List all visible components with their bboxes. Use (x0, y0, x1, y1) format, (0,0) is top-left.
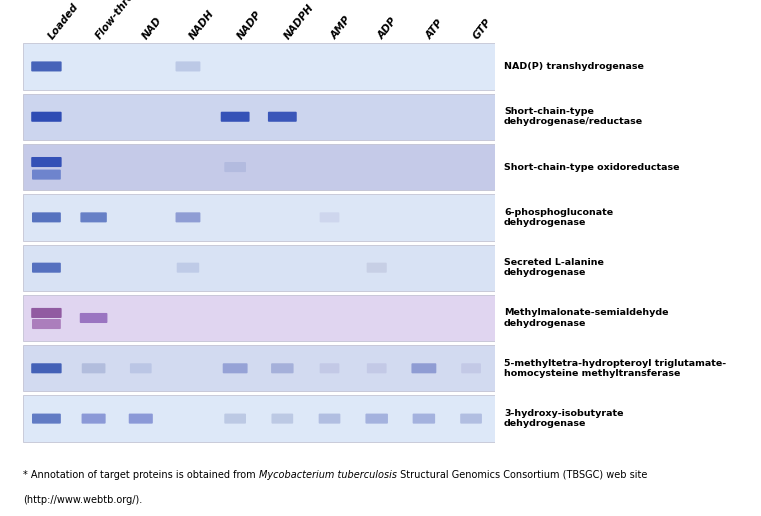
Text: Methylmalonate-semialdehyde
dehydrogenase: Methylmalonate-semialdehyde dehydrogenas… (504, 308, 668, 328)
FancyBboxPatch shape (320, 212, 339, 222)
FancyBboxPatch shape (223, 363, 247, 374)
FancyBboxPatch shape (320, 363, 339, 374)
FancyBboxPatch shape (177, 263, 199, 272)
FancyBboxPatch shape (460, 414, 482, 424)
Text: Structural Genomics Consortium (TBSGC) web site: Structural Genomics Consortium (TBSGC) w… (396, 470, 647, 479)
FancyBboxPatch shape (81, 363, 106, 374)
Text: Short-chain-type
dehydrogenase/reductase: Short-chain-type dehydrogenase/reductase (504, 107, 643, 126)
Text: ATP: ATP (424, 18, 445, 41)
Bar (23, 295, 495, 341)
Bar (23, 345, 495, 392)
Text: GTP: GTP (471, 17, 493, 41)
FancyBboxPatch shape (176, 61, 200, 71)
FancyBboxPatch shape (319, 414, 340, 424)
Bar (23, 93, 495, 140)
Text: 3-hydroxy-isobutyrate
dehydrogenase: 3-hydroxy-isobutyrate dehydrogenase (504, 409, 623, 428)
FancyBboxPatch shape (412, 414, 435, 424)
FancyBboxPatch shape (80, 313, 107, 323)
Text: NADPH: NADPH (282, 3, 316, 41)
Text: * Annotation of target proteins is obtained from: * Annotation of target proteins is obtai… (23, 470, 259, 479)
FancyBboxPatch shape (221, 111, 250, 122)
FancyBboxPatch shape (129, 414, 153, 424)
FancyBboxPatch shape (224, 414, 246, 424)
Text: NAD(P) transhydrogenase: NAD(P) transhydrogenase (504, 62, 644, 71)
FancyBboxPatch shape (271, 363, 294, 374)
Text: Short-chain-type oxidoreductase: Short-chain-type oxidoreductase (504, 163, 680, 171)
FancyBboxPatch shape (32, 319, 61, 329)
Text: Secreted L-alanine
dehydrogenase: Secreted L-alanine dehydrogenase (504, 258, 603, 278)
Text: NADP: NADP (235, 9, 263, 41)
Text: AMP: AMP (330, 14, 353, 41)
FancyBboxPatch shape (81, 414, 106, 424)
Text: Loaded: Loaded (46, 2, 81, 41)
FancyBboxPatch shape (461, 363, 481, 374)
Text: Flow-through: Flow-through (94, 0, 150, 41)
FancyBboxPatch shape (32, 170, 61, 180)
FancyBboxPatch shape (81, 212, 107, 222)
FancyBboxPatch shape (32, 263, 61, 272)
Text: 6-phosphogluconate
dehydrogenase: 6-phosphogluconate dehydrogenase (504, 207, 613, 227)
FancyBboxPatch shape (176, 212, 200, 222)
FancyBboxPatch shape (367, 363, 387, 374)
FancyBboxPatch shape (367, 263, 387, 272)
FancyBboxPatch shape (365, 414, 388, 424)
Bar (23, 144, 495, 190)
FancyBboxPatch shape (268, 111, 297, 122)
FancyBboxPatch shape (130, 363, 151, 374)
Text: ADP: ADP (377, 16, 400, 41)
Bar (23, 395, 495, 442)
Bar (23, 194, 495, 240)
FancyBboxPatch shape (32, 212, 61, 222)
Text: Mycobacterium tuberculosis: Mycobacterium tuberculosis (259, 470, 396, 479)
Text: 5-methyltetra-hydropteroyl triglutamate-
homocysteine methyltransferase: 5-methyltetra-hydropteroyl triglutamate-… (504, 359, 726, 378)
Text: NAD: NAD (141, 15, 164, 41)
Text: (http://www.webtb.org/).: (http://www.webtb.org/). (23, 495, 142, 505)
Text: NADH: NADH (188, 8, 217, 41)
Bar (23, 43, 495, 90)
FancyBboxPatch shape (32, 414, 61, 424)
FancyBboxPatch shape (31, 111, 62, 122)
FancyBboxPatch shape (412, 363, 436, 374)
FancyBboxPatch shape (31, 308, 62, 318)
FancyBboxPatch shape (31, 363, 62, 374)
Bar (23, 245, 495, 291)
FancyBboxPatch shape (31, 61, 62, 71)
FancyBboxPatch shape (224, 162, 246, 172)
FancyBboxPatch shape (31, 157, 62, 167)
FancyBboxPatch shape (272, 414, 293, 424)
